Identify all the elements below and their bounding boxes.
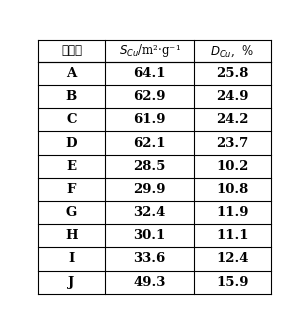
Text: H: H xyxy=(65,229,78,242)
Text: 25.8: 25.8 xyxy=(216,67,249,80)
Text: 10.8: 10.8 xyxy=(216,183,249,196)
Text: 24.2: 24.2 xyxy=(216,114,249,126)
Text: 28.5: 28.5 xyxy=(133,160,166,173)
Text: B: B xyxy=(66,90,77,103)
Text: 23.7: 23.7 xyxy=(216,137,249,149)
Text: J: J xyxy=(68,276,75,289)
Text: 62.1: 62.1 xyxy=(133,137,166,149)
Text: 10.2: 10.2 xyxy=(216,160,249,173)
Text: 32.4: 32.4 xyxy=(133,206,166,219)
Text: $S_{Cu}$/m²·g⁻¹: $S_{Cu}$/m²·g⁻¹ xyxy=(119,42,181,59)
Text: 61.9: 61.9 xyxy=(133,114,166,126)
Text: 49.3: 49.3 xyxy=(133,276,166,289)
Text: 12.4: 12.4 xyxy=(216,252,249,265)
Text: D: D xyxy=(66,137,77,149)
Text: 24.9: 24.9 xyxy=(216,90,249,103)
Text: C: C xyxy=(66,114,77,126)
Text: E: E xyxy=(67,160,76,173)
Text: $D_{Cu}$,  %: $D_{Cu}$, % xyxy=(210,43,254,58)
Text: G: G xyxy=(66,206,77,219)
Text: 29.9: 29.9 xyxy=(133,183,166,196)
Text: 11.9: 11.9 xyxy=(216,206,249,219)
Text: 30.1: 30.1 xyxy=(133,229,166,242)
Text: 62.9: 62.9 xyxy=(133,90,166,103)
Text: 64.1: 64.1 xyxy=(133,67,166,80)
Text: 催化剂: 催化剂 xyxy=(61,44,82,57)
Text: F: F xyxy=(67,183,76,196)
Text: 11.1: 11.1 xyxy=(216,229,249,242)
Text: 15.9: 15.9 xyxy=(216,276,249,289)
Text: A: A xyxy=(66,67,76,80)
Text: 33.6: 33.6 xyxy=(133,252,166,265)
Text: I: I xyxy=(68,252,75,265)
